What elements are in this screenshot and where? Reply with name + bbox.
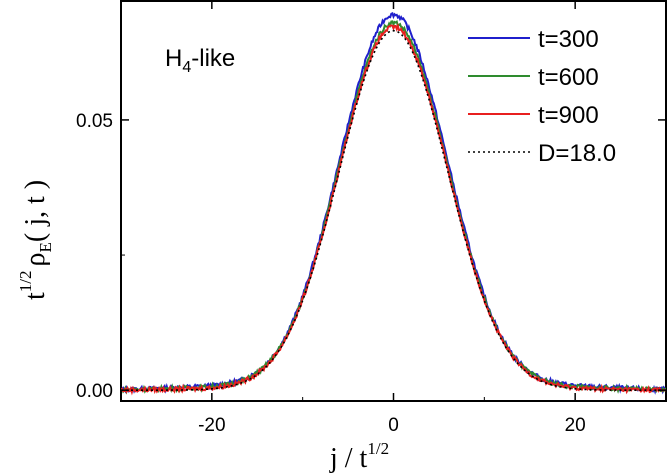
legend-label: D=18.0 [538,140,616,167]
legend-label: t=900 [538,102,599,129]
annotation: H4-like [165,45,235,76]
legend-label: t=600 [538,64,599,91]
series-line-4 [121,29,666,391]
y-tick-label: 0.05 [76,111,113,132]
y-tick-label: 0.00 [76,381,113,402]
x-tick-label: 20 [565,415,586,436]
x-axis-label: j / t1/2 [329,439,389,474]
y-axis-label: t1/2ρE( j, t ) [16,180,55,300]
x-tick-label: -20 [198,415,225,436]
x-tick-label: 0 [388,415,399,436]
legend: t=300 t=600 t=900 D=18.0 [468,26,616,167]
legend-label: t=300 [538,26,599,53]
series-layer [121,11,666,396]
tick-layer: -20 0 20 0.00 0.05 [76,1,667,436]
